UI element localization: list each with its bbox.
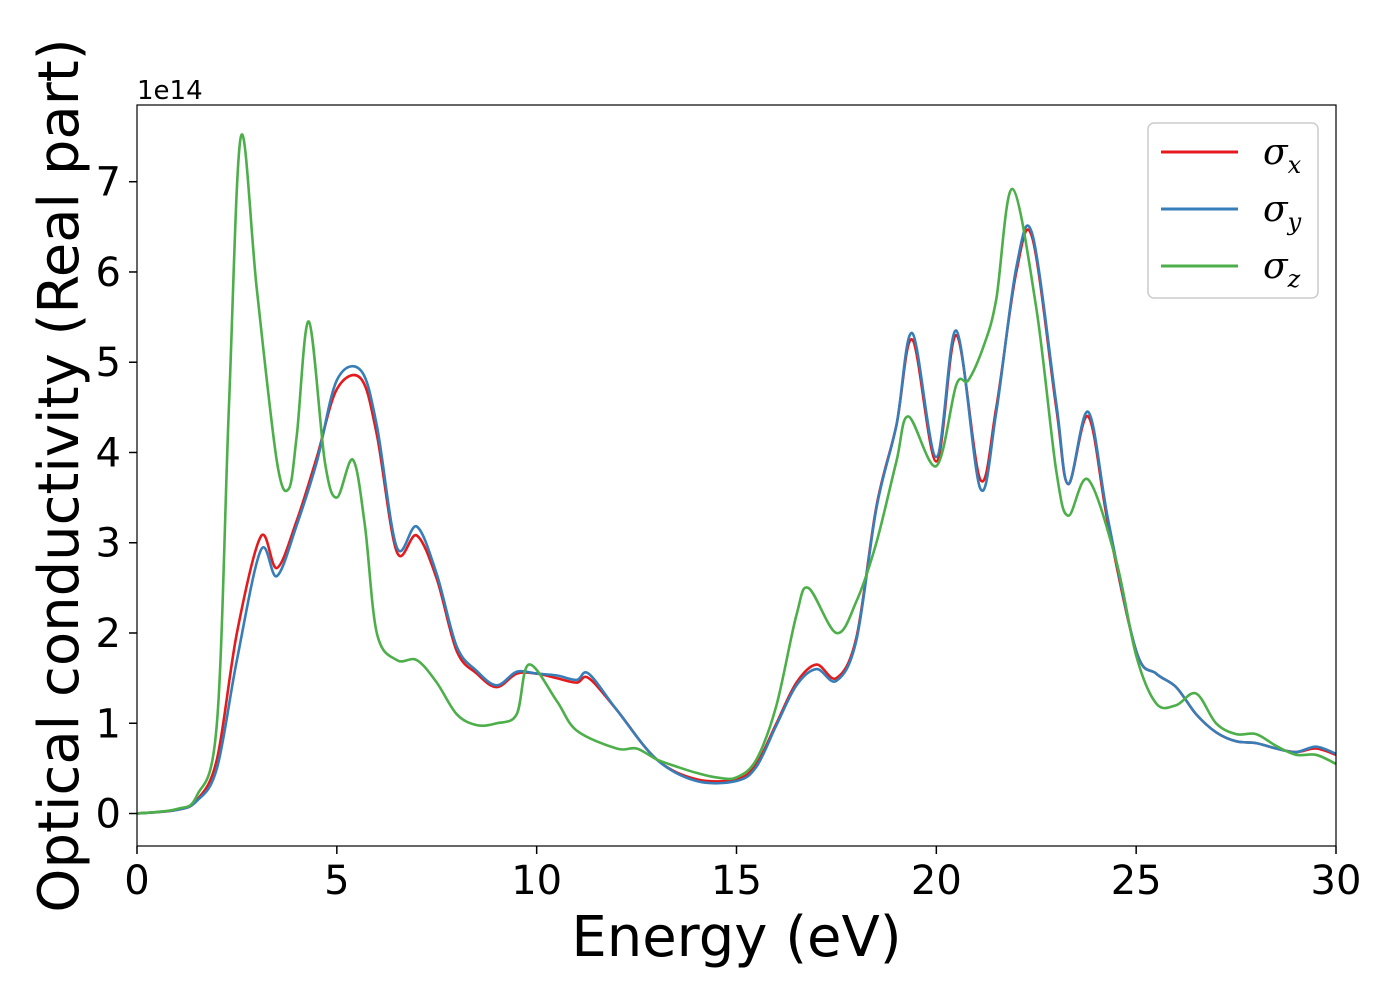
y-tick-label: 3: [96, 521, 121, 567]
y-tick-label: 4: [96, 430, 121, 476]
x-tick-label: 10: [511, 858, 562, 904]
legend: σx σy σz: [1147, 122, 1319, 299]
x-axis-ticks: 0 5 10 15 20 25 30: [124, 846, 1361, 904]
y-tick-label: 1: [96, 701, 121, 747]
y-tick-label: 2: [96, 611, 121, 657]
x-tick-label: 20: [911, 858, 962, 904]
y-axis-label: Optical conductivity (Real part): [27, 38, 92, 912]
y-axis-offset-label: 1e14: [137, 76, 203, 106]
x-tick-label: 25: [1111, 858, 1162, 904]
legend-label-y: σy: [1263, 189, 1302, 236]
y-tick-label: 0: [96, 792, 121, 838]
legend-label-x: σx: [1263, 132, 1302, 179]
x-tick-label: 15: [711, 858, 762, 904]
series-line-z: [137, 133, 1336, 815]
series-layer: [137, 133, 1336, 815]
x-tick-label: 5: [324, 858, 349, 904]
x-tick-label: 0: [124, 858, 149, 904]
legend-label-z: σz: [1263, 246, 1301, 293]
x-tick-label: 30: [1311, 858, 1362, 904]
x-axis-label: Energy (eV): [571, 905, 901, 970]
y-tick-label: 6: [96, 250, 121, 296]
y-tick-label: 5: [96, 340, 121, 386]
y-axis-ticks: 0 1 2 3 4 5 6 7: [96, 160, 137, 838]
y-tick-label: 7: [96, 160, 121, 206]
